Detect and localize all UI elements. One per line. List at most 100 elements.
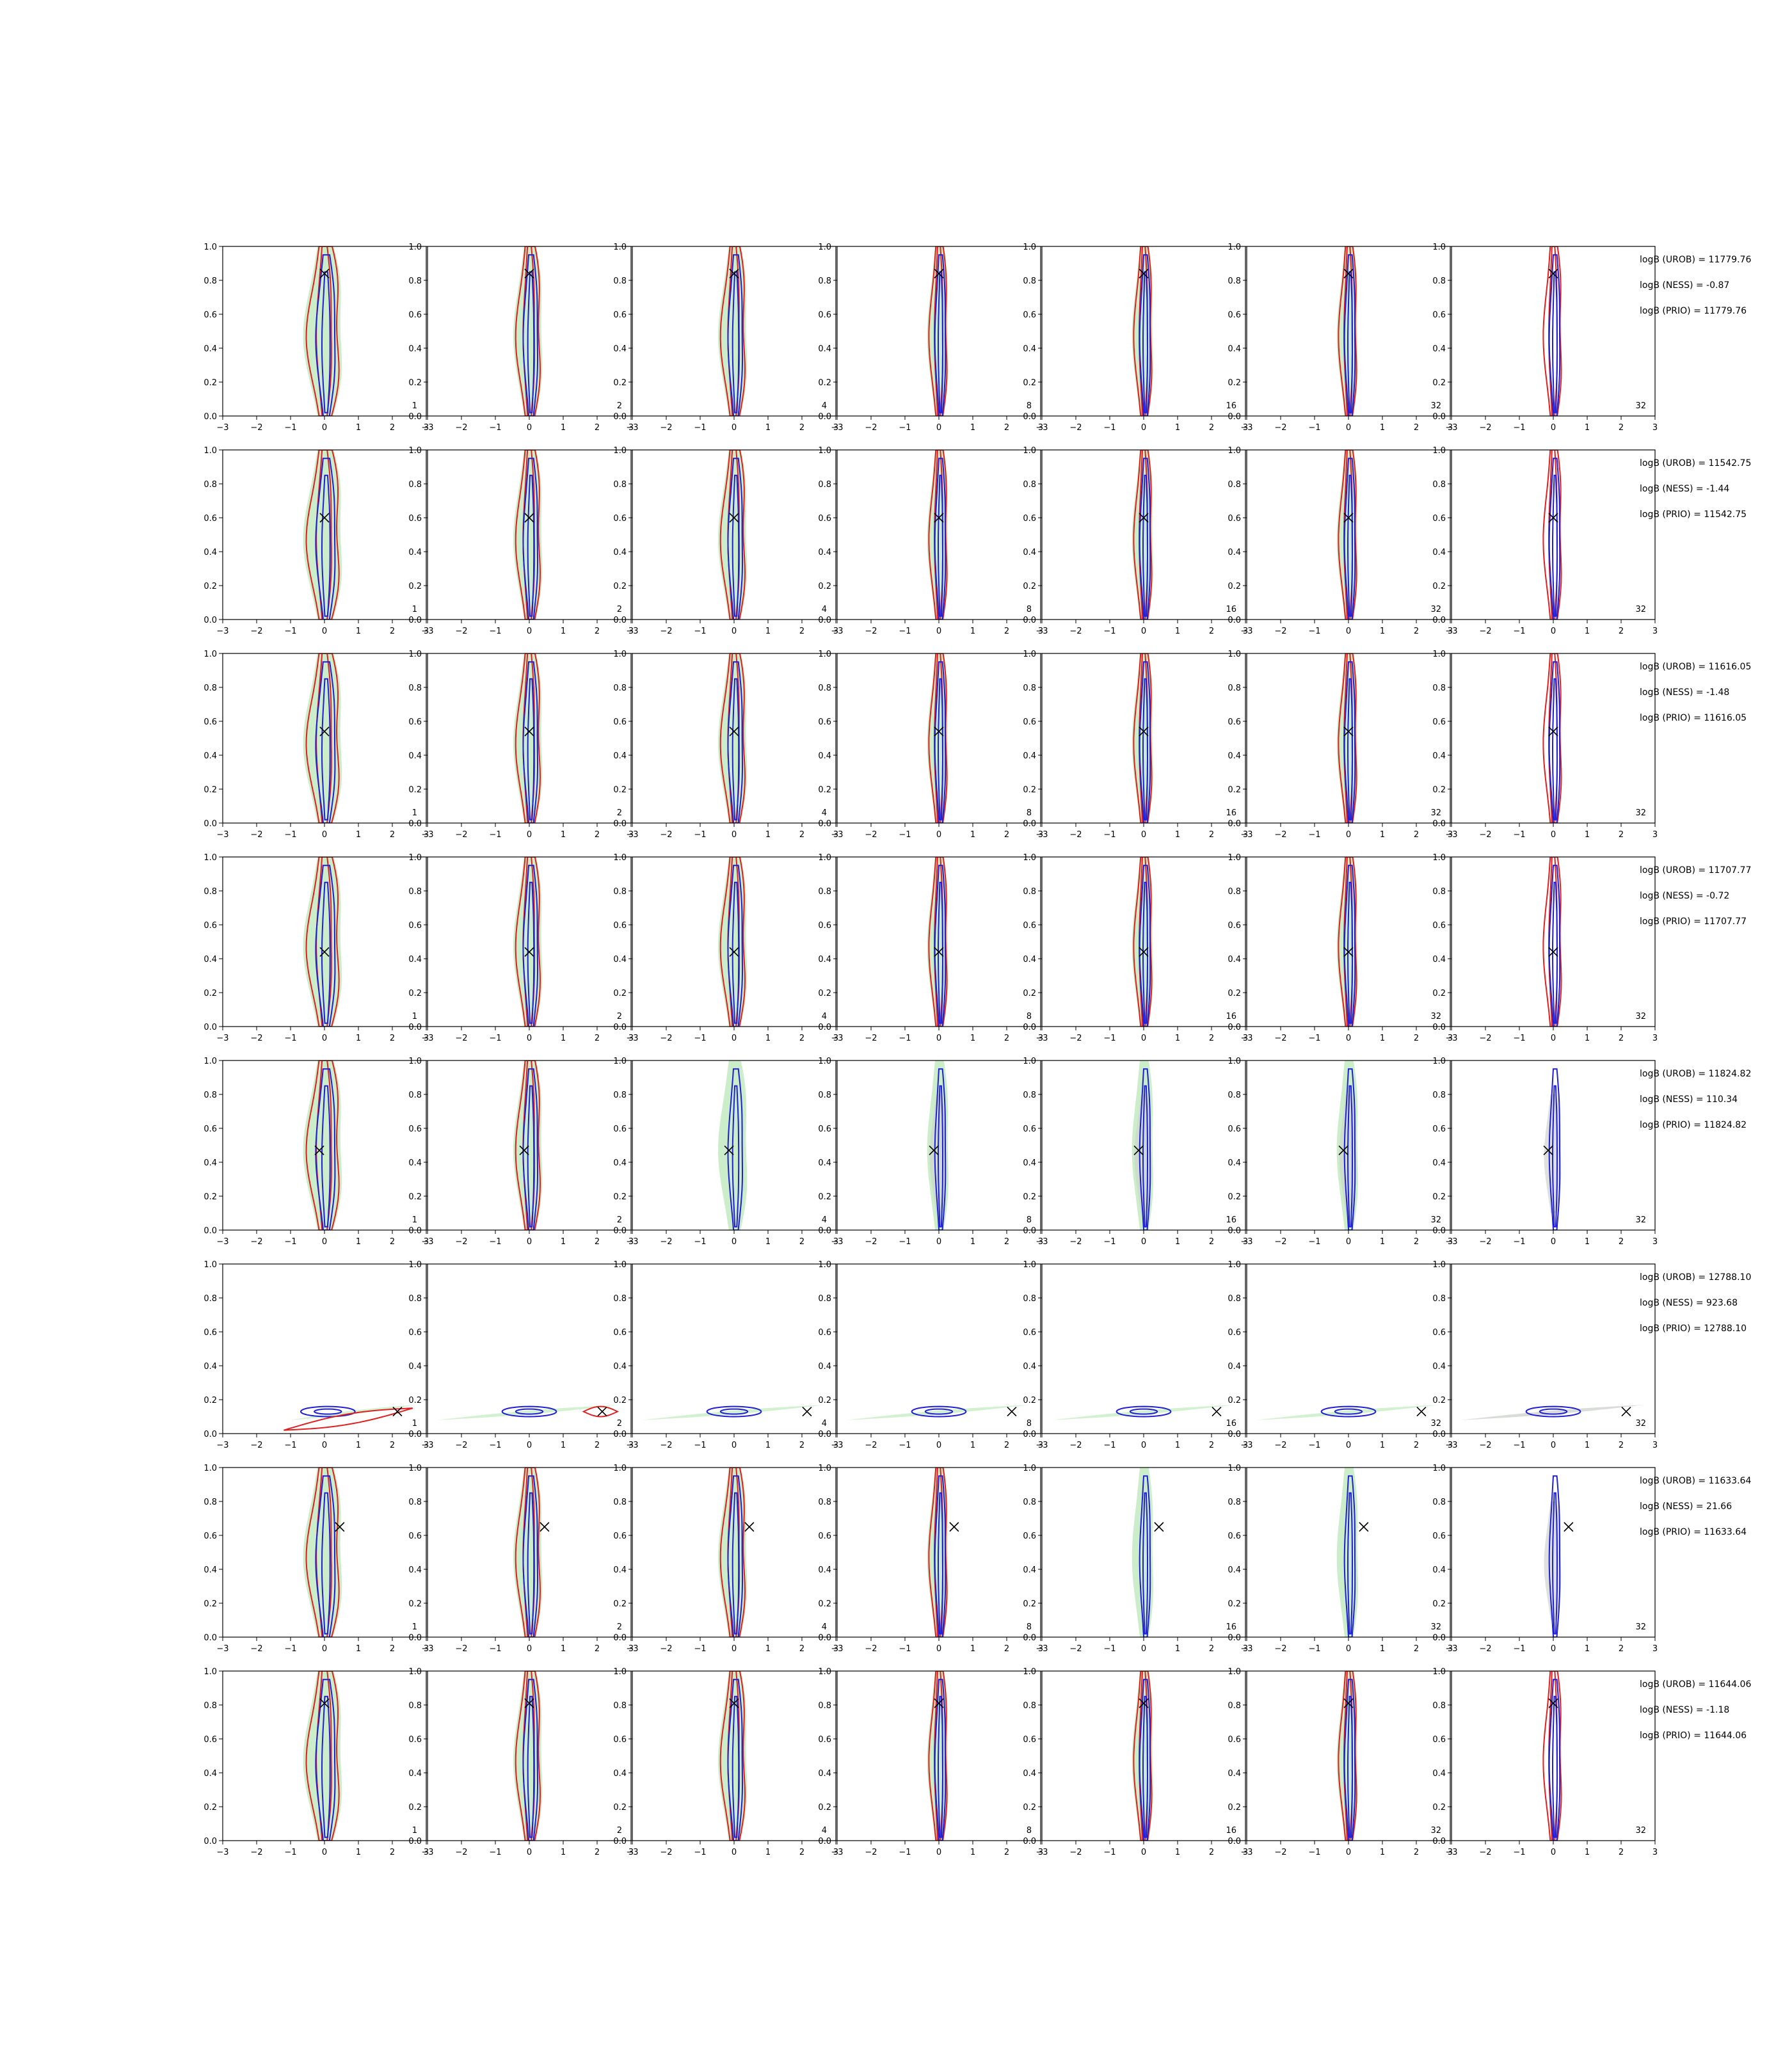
blue-contour-inner [938, 1085, 943, 1228]
x-tick-label: −3 [626, 830, 638, 840]
x-tick-label: 1 [765, 830, 771, 840]
x-tick-label: −1 [1308, 627, 1320, 636]
x-tick-label: 2 [1209, 1034, 1214, 1043]
x-tick-label: 3 [833, 1237, 838, 1247]
x-tick-label: 2 [799, 1848, 804, 1857]
x-tick-label: 1 [765, 1237, 771, 1247]
subplot-r7-c4: −3 −2 −1 0 1 2 30.00.20.40.60.81.08 [818, 1464, 1043, 1654]
x-tick-label: −1 [694, 1848, 706, 1857]
y-tick-label: 0.4 [613, 1769, 627, 1779]
stat-text-r8-3: logB (PRIO) = 11644.06 [1640, 1731, 1747, 1741]
y-tick-label: 0.2 [818, 378, 831, 388]
y-tick-label: 1.0 [613, 1667, 627, 1677]
subplot-r1-c4: −3 −2 −1 0 1 2 30.00.20.40.60.81.08 [818, 243, 1043, 433]
x-tick-label: 0 [936, 1441, 941, 1450]
y-tick-label: 0.6 [613, 1532, 627, 1541]
red-contour-outer [515, 246, 541, 416]
x-tick-label: 0 [322, 423, 327, 433]
y-tick-label: 0.8 [613, 1294, 627, 1304]
y-tick-label: 0.6 [1023, 1124, 1036, 1134]
column-label: 32 [1430, 808, 1441, 818]
y-tick-label: 0.8 [818, 1498, 831, 1507]
subplot-r8-c2: −3 −2 −1 0 1 2 30.00.20.40.60.81.02 [408, 1667, 634, 1857]
y-tick-label: 1.0 [1228, 1260, 1241, 1270]
x-tick-label: −1 [1513, 1237, 1525, 1247]
blue-contour-inner [1539, 1408, 1568, 1415]
x-tick-label: −2 [660, 627, 672, 636]
x-tick-label: −1 [1103, 423, 1116, 433]
x-tick-label: 2 [799, 830, 804, 840]
x-tick-label: −3 [1240, 1034, 1252, 1043]
y-tick-label: 0.0 [1023, 412, 1036, 422]
red-contour-outer [719, 450, 746, 620]
true-value-marker [724, 1145, 734, 1156]
x-tick-label: 0 [936, 830, 941, 840]
x-tick-label: −3 [421, 1237, 433, 1247]
y-tick-label: 1.0 [408, 650, 422, 659]
x-tick-label: 1 [356, 1034, 361, 1043]
x-tick-label: −1 [899, 1848, 911, 1857]
blue-contour-inner [1552, 678, 1558, 820]
blue-contour-outer [315, 661, 336, 823]
x-tick-label: −3 [421, 627, 433, 636]
x-tick-label: −1 [1513, 1848, 1525, 1857]
column-label: 2 [617, 401, 622, 411]
column-label: 4 [822, 401, 827, 411]
stat-text-r5-2: logB (NESS) = 110.34 [1640, 1094, 1738, 1105]
x-tick-label: 2 [390, 423, 395, 433]
subplot-r5-c5: −3 −2 −1 0 1 2 30.00.20.40.60.81.016 [1023, 1057, 1248, 1247]
y-tick-label: 0.2 [1023, 989, 1036, 998]
x-tick-label: 0 [1346, 1034, 1351, 1043]
x-tick-label: 1 [970, 1848, 975, 1857]
x-tick-label: −3 [1036, 1441, 1048, 1450]
subplot-r8-c5: −3 −2 −1 0 1 2 30.00.20.40.60.81.016 [1023, 1667, 1248, 1857]
y-tick-label: 1.0 [1023, 243, 1036, 252]
column-label: 4 [822, 1012, 827, 1021]
true-value-marker [929, 1145, 939, 1156]
x-tick-label: 2 [799, 627, 804, 636]
x-tick-label: 2 [1414, 1441, 1419, 1450]
x-tick-label: −1 [694, 423, 706, 433]
x-tick-label: 3 [1652, 1848, 1658, 1857]
x-tick-label: 1 [1175, 1237, 1180, 1247]
column-label: 2 [617, 808, 622, 818]
x-tick-label: 3 [424, 627, 429, 636]
y-tick-label: 0.0 [1023, 1023, 1036, 1032]
x-tick-label: −3 [421, 1848, 433, 1857]
x-tick-label: −3 [1445, 1237, 1457, 1247]
x-tick-label: 0 [732, 830, 737, 840]
y-tick-label: 0.4 [1023, 1769, 1036, 1779]
x-tick-label: −2 [1274, 1644, 1286, 1654]
true-value-marker [1343, 268, 1354, 278]
red-contour-outer [305, 1468, 340, 1637]
x-tick-label: 3 [1243, 830, 1248, 840]
y-tick-label: 0.0 [1023, 1837, 1036, 1846]
blue-contour-outer [934, 1068, 947, 1230]
y-tick-label: 0.8 [818, 1091, 831, 1100]
y-tick-label: 0.2 [613, 989, 627, 998]
y-tick-label: 0.2 [408, 378, 422, 388]
y-tick-label: 1.0 [818, 1667, 831, 1677]
x-tick-label: −1 [899, 1034, 911, 1043]
y-tick-label: 0.0 [204, 819, 217, 829]
y-tick-label: 0.2 [613, 785, 627, 795]
x-tick-label: 2 [1004, 1848, 1009, 1857]
y-tick-label: 0.2 [1023, 1599, 1036, 1609]
subplot-r4-c3: −3 −2 −1 0 1 2 30.00.20.40.60.81.04 [613, 853, 838, 1043]
x-tick-label: −3 [421, 830, 433, 840]
subplot-r8-c7: −3 −2 −1 0 1 2 30.00.20.40.60.81.032 [1432, 1667, 1658, 1857]
red-contour-outer [928, 246, 948, 416]
x-tick-label: 0 [1551, 1644, 1556, 1654]
y-tick-label: 0.4 [408, 344, 422, 354]
y-tick-label: 0.4 [204, 1158, 217, 1168]
red-contour-outer [305, 857, 340, 1027]
blue-contour-outer [727, 1679, 743, 1841]
blue-contour-outer [1548, 1475, 1561, 1637]
x-tick-label: −2 [1479, 830, 1491, 840]
x-tick-label: 2 [1619, 1034, 1624, 1043]
x-tick-label: 3 [1448, 627, 1453, 636]
x-tick-label: 1 [561, 1441, 566, 1450]
y-tick-label: 0.6 [408, 1328, 422, 1338]
x-tick-label: −3 [421, 423, 433, 433]
blue-contour-inner [732, 1085, 740, 1228]
